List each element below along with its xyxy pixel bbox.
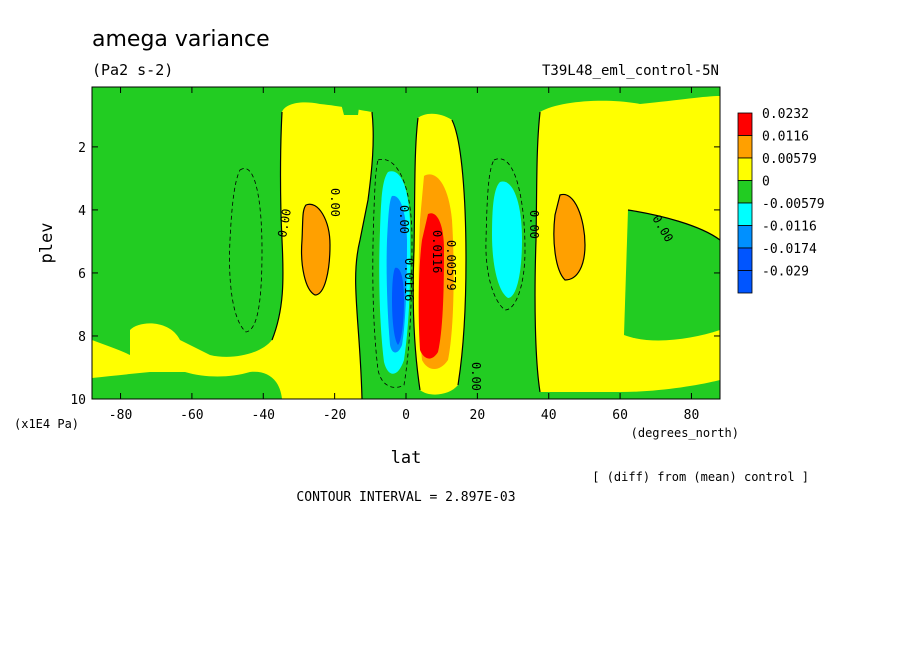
contour-label: 0.0116 (430, 230, 444, 273)
colorbar-label: 0.00579 (762, 152, 817, 167)
x-tick-label: 60 (612, 408, 628, 423)
x-axis-label: lat (391, 448, 422, 468)
contour-label: 0.00 (328, 188, 342, 217)
y-axis: 2 4 6 8 10 (70, 141, 720, 408)
y-tick-label: 8 (78, 330, 86, 345)
region-negative-deep (392, 267, 404, 345)
y-axis-units: (x1E4 Pa) (14, 417, 79, 431)
run-label: T39L48_eml_control-5N (542, 63, 719, 79)
contour-interval-text: CONTOUR INTERVAL = 2.897E-03 (296, 490, 515, 505)
region-west-orange (301, 204, 330, 295)
region-east-cyan (492, 181, 522, 298)
contour-west-zero-east (355, 111, 374, 400)
colorbar-label: -0.029 (762, 265, 809, 280)
x-tick-label: -80 (109, 408, 132, 423)
colorbar-label: 0.0116 (762, 130, 809, 145)
colorbar: 0.0232 0.0116 0.00579 0 -0.00579 -0.0116 -0.01… (737, 107, 825, 294)
region-east-orange (553, 194, 585, 280)
colorbar-swatch (737, 180, 753, 204)
x-tick-label: 80 (684, 408, 700, 423)
chart-title: amega variance (92, 27, 270, 52)
contour-label: 0.00579 (444, 240, 458, 291)
colorbar-label: 0.0232 (762, 107, 809, 122)
x-tick-label: -60 (180, 408, 203, 423)
chart-units: (Pa2 s-2) (92, 61, 173, 79)
colorbar-label: -0.0116 (762, 220, 817, 235)
colorbar-swatch (737, 202, 753, 226)
colorbar-swatch (737, 157, 753, 181)
x-tick-label: 40 (541, 408, 557, 423)
colorbar-swatch (737, 270, 753, 294)
colorbar-label: 0 (762, 175, 770, 190)
contour-east-zero (534, 111, 541, 393)
x-tick-label: 20 (470, 408, 486, 423)
contour-label: 0.00 (275, 208, 294, 239)
colorbar-swatch (737, 135, 753, 159)
y-tick-label: 6 (78, 267, 86, 282)
x-tick-label: -40 (252, 408, 275, 423)
contour-label: 0.0116 (402, 258, 416, 301)
contour-label: 0.00 (469, 362, 483, 391)
colorbar-swatch (737, 225, 753, 249)
contour-label: 0.00 (397, 205, 411, 234)
colorbar-label: -0.00579 (762, 197, 825, 212)
dashed-contours (229, 158, 526, 388)
contour-east-orange (553, 193, 586, 281)
contour-central-zero (412, 117, 421, 391)
y-tick-label: 2 (78, 141, 86, 156)
region-central-red (418, 213, 444, 359)
y-tick-label: 4 (78, 204, 86, 219)
contour-west-zero (271, 111, 284, 341)
dashed-central (372, 158, 413, 388)
region-east-zero (624, 210, 720, 341)
contour-lines (271, 111, 721, 400)
colorbar-swatch (737, 112, 753, 136)
x-tick-label: -20 (323, 408, 346, 423)
plot-area: 0.00 0.00 0.00 0.00 0.00 0.00 0.0116 0.0… (91, 86, 721, 400)
y-axis-label: plev (37, 223, 57, 264)
contour-east-lower (627, 209, 721, 241)
y-tick-label: 10 (70, 393, 86, 408)
x-tick-label: 0 (402, 408, 410, 423)
region-west-positive (92, 102, 374, 399)
contour-central-zero-east (451, 119, 467, 386)
diff-note: [ (diff) from (mean) control ] (592, 470, 809, 484)
colorbar-swatch (737, 247, 753, 271)
dashed-west (229, 168, 263, 333)
contour-west-orange (300, 203, 331, 296)
x-axis-units: (degrees_north) (631, 426, 739, 440)
x-axis: -80 -60 -40 -20 0 20 40 60 80 (109, 87, 699, 423)
colorbar-label: -0.0174 (762, 242, 817, 257)
region-notch (340, 100, 360, 115)
contour-label: 0.00 (527, 210, 541, 239)
